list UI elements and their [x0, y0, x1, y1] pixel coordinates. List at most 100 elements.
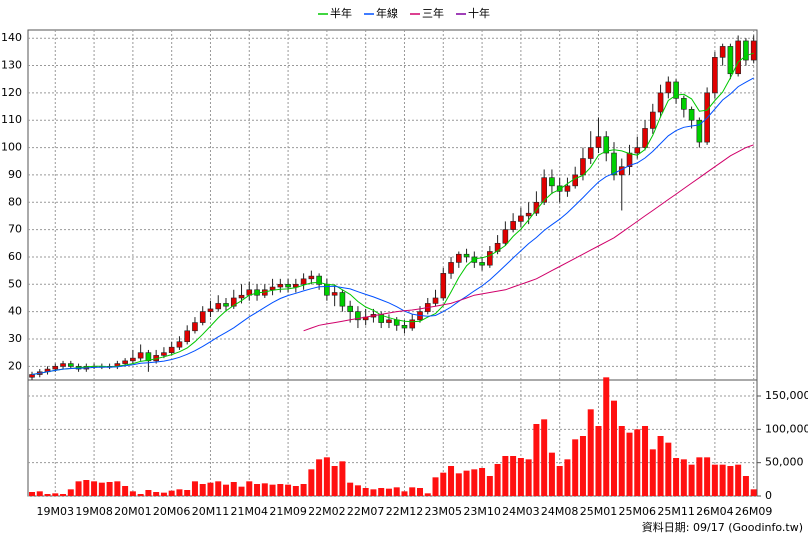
- y2-tick-label: 0: [765, 489, 772, 502]
- candle-body: [455, 253, 462, 263]
- volume-bar: [137, 494, 144, 496]
- x-tick-label: 23M10: [463, 505, 501, 518]
- y-tick-label: 80: [8, 195, 22, 208]
- candle-body: [673, 81, 679, 99]
- volume-bar: [67, 489, 74, 496]
- x-tick-label: 22M02: [308, 505, 346, 518]
- candle-body: [355, 311, 361, 321]
- x-tick-label: 25M01: [580, 505, 618, 518]
- candle-body: [238, 294, 245, 299]
- candle-body: [168, 346, 175, 353]
- candle-body: [541, 177, 547, 203]
- x-tick-label: 25M11: [657, 505, 695, 518]
- candle-body: [440, 273, 447, 299]
- ma-line: [31, 77, 754, 375]
- volume-bar: [83, 480, 90, 496]
- legend-label: 年線: [376, 6, 398, 20]
- volume-bar: [122, 486, 129, 496]
- candle-body: [487, 251, 493, 266]
- volume-bar: [424, 493, 431, 496]
- volume-bar: [230, 482, 237, 496]
- candle-body: [463, 253, 470, 258]
- volume-bar: [556, 466, 563, 496]
- volume-bar: [223, 484, 229, 496]
- candle-body: [393, 319, 400, 326]
- y-tick-label: 40: [8, 305, 22, 318]
- volume-bar: [649, 449, 656, 496]
- y-tick-label: 50: [8, 277, 22, 290]
- candle-body: [587, 147, 594, 159]
- candle-body: [230, 297, 237, 307]
- y-tick-label: 70: [8, 223, 22, 236]
- x-tick-label: 22M07: [347, 505, 385, 518]
- candle-body: [626, 152, 633, 168]
- candle-body: [696, 119, 703, 143]
- volume-bar: [277, 484, 284, 496]
- volume-bar: [269, 484, 276, 496]
- candle-body: [339, 292, 346, 307]
- x-tick-label: 19M03: [37, 505, 75, 518]
- candle-body: [750, 40, 757, 61]
- candle-body: [518, 215, 524, 222]
- volume-bar: [525, 459, 532, 496]
- volume-bar: [634, 429, 641, 496]
- candle-body: [634, 147, 641, 154]
- volume-bar: [176, 489, 183, 496]
- volume-bar: [160, 492, 167, 496]
- candle-body: [471, 256, 478, 263]
- candle-body: [269, 286, 276, 291]
- candle-body: [564, 185, 571, 192]
- volume-bar: [696, 457, 703, 496]
- volume-bar: [331, 466, 338, 496]
- candle-body: [285, 283, 291, 288]
- candle-body: [642, 128, 648, 148]
- volume-bar: [727, 466, 734, 496]
- candle-body: [719, 46, 726, 58]
- candle-body: [712, 57, 718, 94]
- x-tick-label: 20M01: [114, 505, 152, 518]
- legend-label: 半年: [330, 6, 352, 20]
- volume-bar: [642, 426, 649, 496]
- volume-bar: [145, 490, 152, 496]
- legend-label: 三年: [422, 6, 444, 20]
- x-tick-label: 20M06: [153, 505, 191, 518]
- volume-bar: [735, 464, 742, 496]
- volume-bar: [191, 481, 198, 496]
- candle-body: [207, 308, 214, 312]
- volume-bar: [323, 457, 330, 496]
- candle-body: [308, 275, 315, 280]
- x-tick-label: 21M09: [269, 505, 307, 518]
- candle-body: [743, 40, 749, 61]
- legend-label: 十年: [468, 6, 490, 20]
- volume-bar: [308, 469, 315, 496]
- volume-bar: [300, 484, 307, 496]
- candle-body: [223, 303, 229, 307]
- x-tick-label: 22M12: [386, 505, 424, 518]
- y-tick-label: 100: [1, 141, 22, 154]
- candle-body: [401, 325, 408, 329]
- volume-bar: [494, 464, 501, 496]
- candle-body: [595, 136, 602, 148]
- candle-body: [533, 201, 540, 214]
- volume-bar: [60, 494, 67, 496]
- candle-body: [29, 374, 35, 378]
- volume-bar: [579, 436, 586, 496]
- ma-line: [303, 144, 754, 332]
- volume-bar: [440, 472, 447, 496]
- candle-body: [184, 330, 190, 343]
- candle-body: [409, 319, 416, 329]
- x-tick-label: 23M05: [425, 505, 463, 518]
- y-tick-label: 110: [1, 113, 22, 126]
- volume-bar: [168, 490, 175, 496]
- volume-bar: [688, 464, 695, 496]
- volume-bar: [719, 464, 726, 496]
- volume-bar: [91, 481, 98, 496]
- volume-bar: [618, 426, 625, 496]
- candle-body: [199, 311, 206, 323]
- volume-bar: [510, 456, 517, 496]
- volume-bar: [254, 484, 261, 496]
- candle-body: [510, 221, 516, 230]
- candle-body: [52, 366, 59, 370]
- candle-body: [479, 262, 485, 266]
- x-tick-label: 19M08: [75, 505, 113, 518]
